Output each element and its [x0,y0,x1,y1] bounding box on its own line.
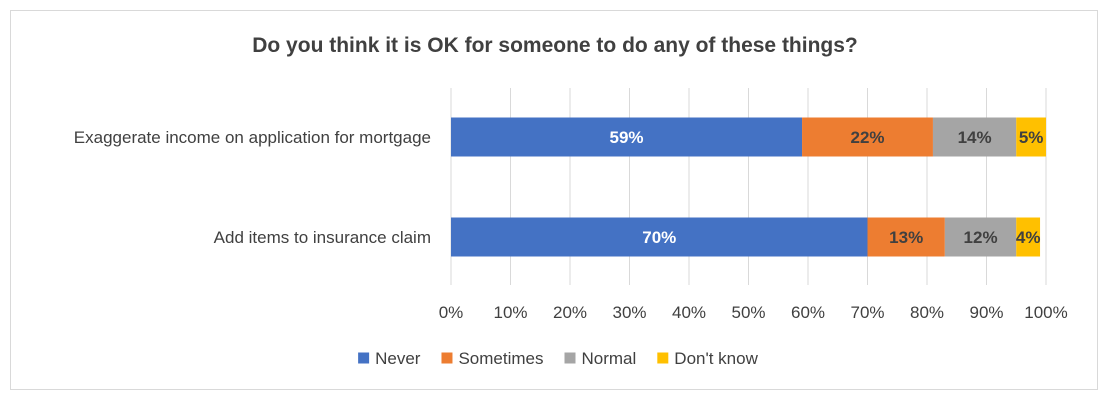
legend-swatch [441,352,453,364]
data-label: 59% [610,128,644,147]
x-tick-label: 30% [612,303,646,322]
legend-item: Sometimes [441,349,544,368]
data-label: 22% [850,128,884,147]
data-label: 4% [1016,228,1041,247]
category-labels: Exaggerate income on application for mor… [74,128,431,247]
bars: 59% 22% 14% 5% 70% 13% 12% 4% [451,117,1046,257]
legend-item: Never [358,349,421,368]
legend-label: Normal [582,349,637,368]
x-axis-ticks: 0% 10% 20% 30% 40% 50% 60% 70% 80% 90% 100% [439,303,1068,322]
x-tick-label: 0% [439,303,464,322]
bar-segment [932,117,1017,157]
x-tick-label: 10% [493,303,527,322]
x-tick-label: 40% [672,303,706,322]
chart-title: Do you think it is OK for someone to do … [252,34,858,57]
bar-segment [802,117,933,157]
legend-item: Normal [564,349,637,368]
legend-swatch [358,352,370,364]
data-label: 13% [889,228,923,247]
legend-swatch [564,352,576,364]
bar-segment [451,217,868,257]
bar-segment [867,217,945,257]
category-label: Exaggerate income on application for mor… [74,128,431,147]
x-tick-label: 100% [1024,303,1067,322]
x-tick-label: 60% [791,303,825,322]
x-tick-label: 80% [910,303,944,322]
legend-item: Don't know [657,349,759,368]
x-tick-label: 50% [731,303,765,322]
chart-frame [10,10,1098,390]
legend-swatch [657,352,669,364]
bar-segment [944,217,1017,257]
legend-label: Don't know [674,349,758,368]
category-label: Add items to insurance claim [214,228,431,247]
data-label: 14% [958,128,992,147]
legend-label: Never [375,349,421,368]
x-tick-label: 70% [850,303,884,322]
x-tick-label: 90% [969,303,1003,322]
data-label: 5% [1019,128,1044,147]
legend-label: Sometimes [458,349,543,368]
legend: Never Sometimes Normal Don't know [358,349,759,368]
x-tick-label: 20% [553,303,587,322]
data-label: 70% [642,228,676,247]
data-label: 12% [964,228,998,247]
bar-segment [1016,217,1041,257]
bar-segment [1016,117,1046,157]
bar-segment [451,117,803,157]
